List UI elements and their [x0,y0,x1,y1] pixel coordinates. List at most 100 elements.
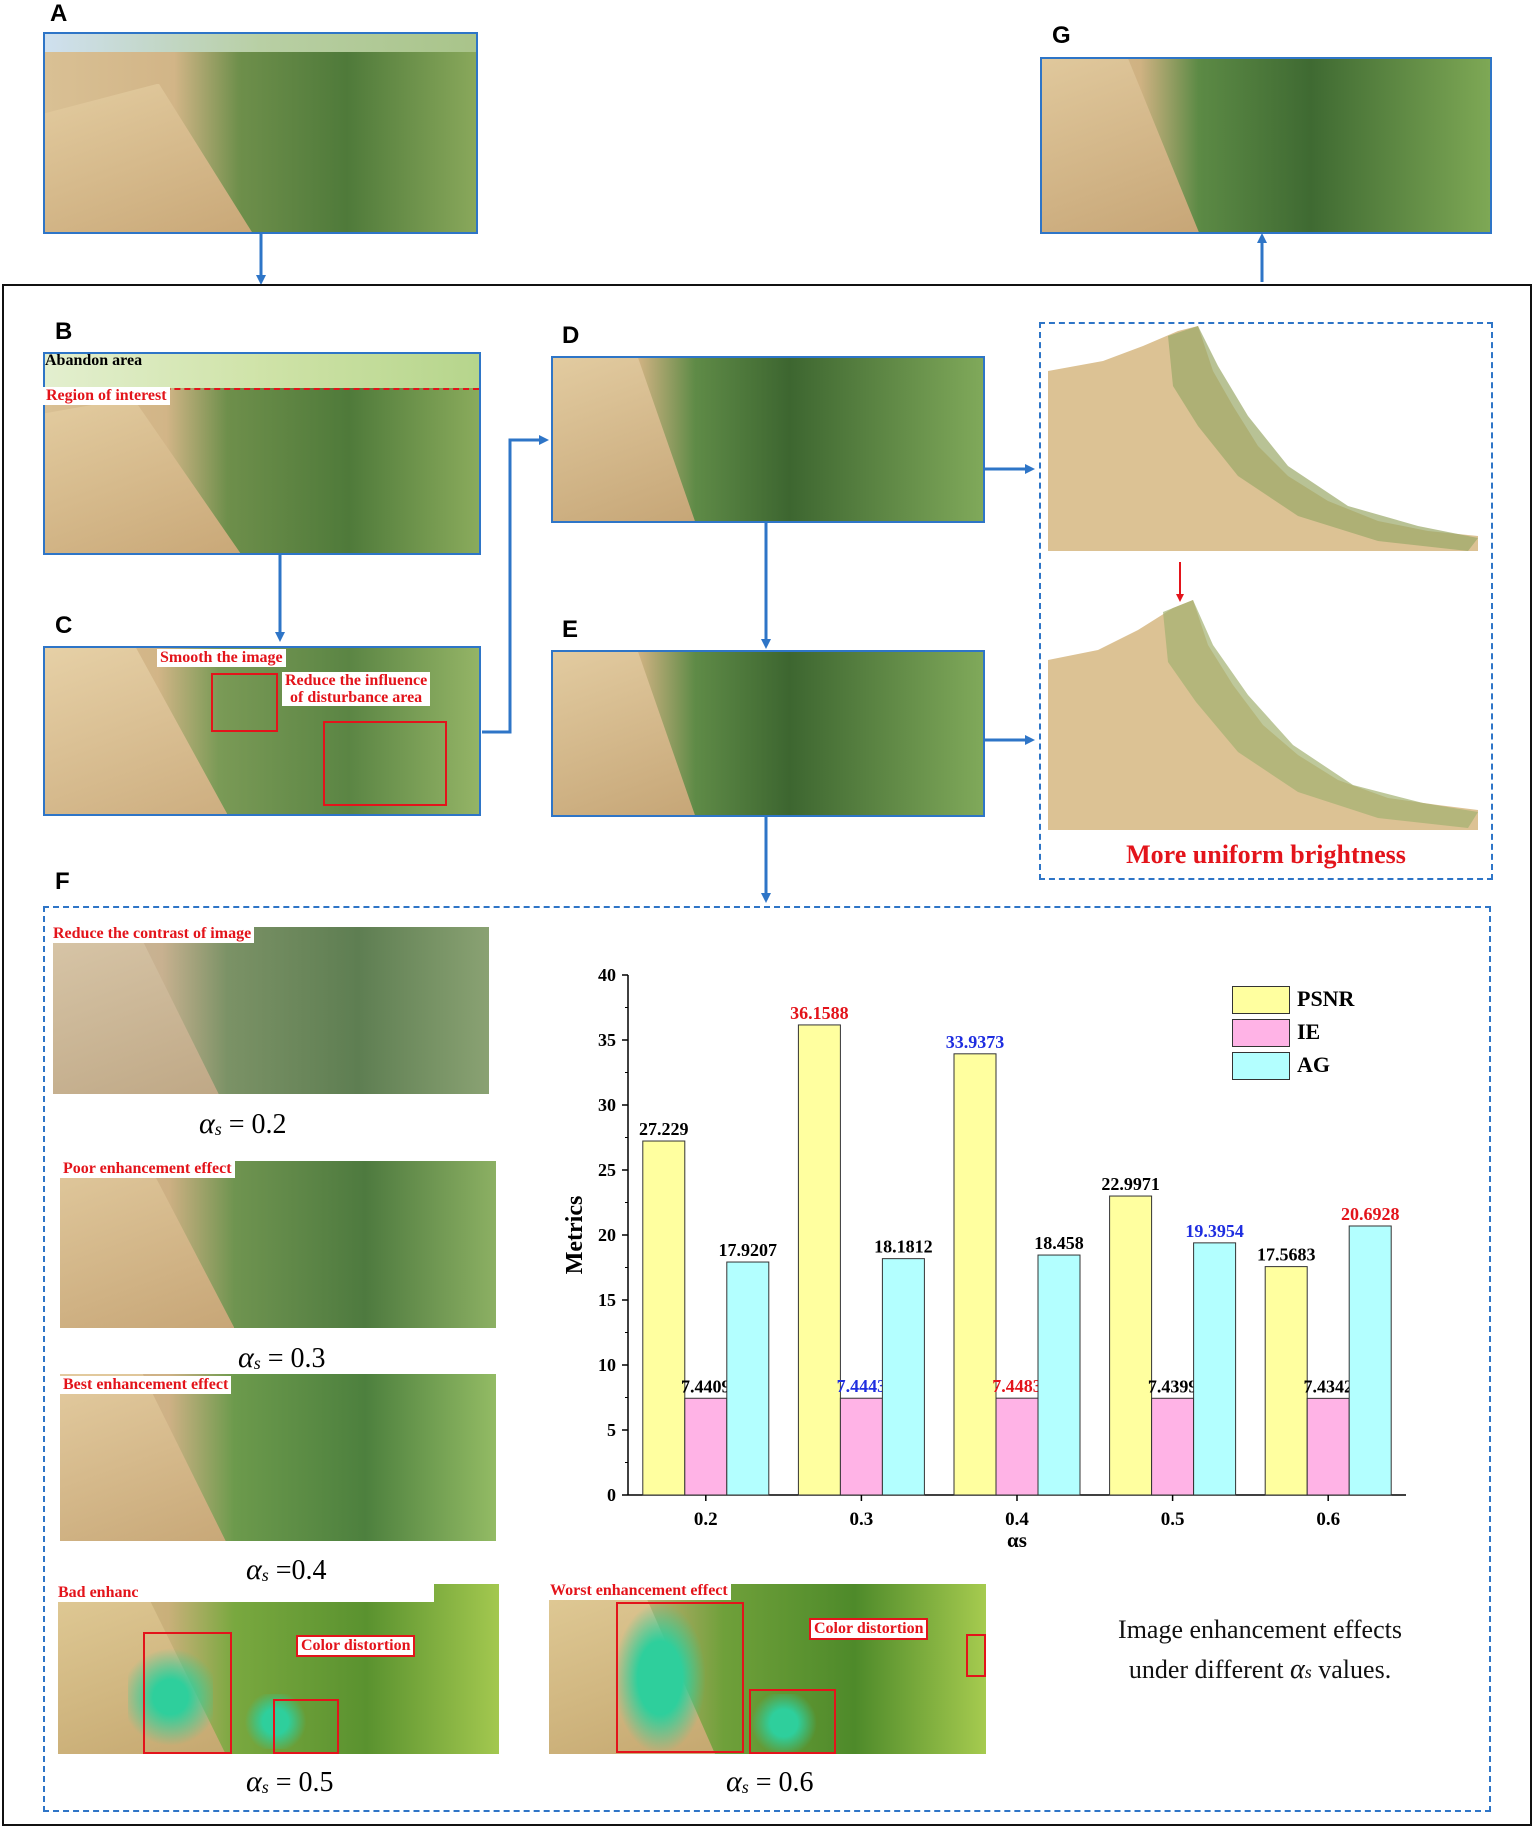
bar-ag [1193,1242,1237,1496]
alpha-symbol: α [199,1107,215,1140]
x-axis-title: αs [1007,1528,1027,1552]
alpha-sub: s [214,1119,222,1139]
caption-line2: under different αs values. [1060,1650,1460,1692]
distortion-patch [243,1694,308,1749]
y-tick-label: 30 [598,1095,616,1115]
panel-letter-g: G [1052,22,1071,49]
caption-post: values. [1318,1655,1392,1684]
distortion-label-0.6: Color distortion [809,1618,929,1640]
alpha-symbol: α [726,1765,742,1798]
photo-original [43,32,478,234]
y-tick-label: 5 [607,1420,616,1440]
label-alpha-0.2: Reduce the contrast of image [50,925,255,943]
photo-enhanced-output [1040,57,1492,234]
alpha-caption-0.3: αs = 0.3 [238,1341,326,1375]
smooth-label: Smooth the image [157,649,286,667]
alpha-symbol: α [238,1341,254,1374]
distortion-box [966,1634,986,1677]
bar-ie [684,1397,728,1496]
data-label-ie: 7.4443 [837,1376,887,1396]
alpha-value: = 0.3 [267,1343,326,1374]
caption-pre: under different [1128,1655,1284,1684]
bar-ie [1306,1397,1350,1496]
distortion-box [749,1689,836,1754]
alpha-sub: s [261,1777,269,1797]
legend-swatch-ie [1232,1019,1290,1047]
photo-alpha-0.3 [60,1161,496,1328]
legend-swatch-psnr [1232,986,1290,1014]
photo-roi [43,352,481,555]
distortion-patch [749,1694,819,1752]
alpha-value: = 0.2 [228,1109,287,1140]
panel-letter-f: F [55,868,70,895]
bar-psnr [1109,1195,1153,1496]
arrow-c-to-d [482,435,549,734]
alpha-caption-0.2: αs = 0.2 [199,1107,287,1141]
bar-psnr [953,1053,997,1496]
label-alpha-0.6: Worst enhancement effect [547,1582,731,1600]
y-tick-label: 0 [607,1485,616,1505]
bar-ie [1151,1397,1195,1496]
data-label-psnr: 17.5683 [1257,1245,1316,1265]
alpha-value: = 0.6 [755,1767,814,1798]
bar-psnr [1264,1266,1308,1496]
x-tick-label: 0.6 [1316,1509,1340,1530]
brightness-mask-top [1048,326,1478,551]
disturbance-region-box [323,721,447,806]
roi-boundary-line [45,388,479,390]
x-tick-label: 0.5 [1161,1509,1185,1530]
figure-caption: Image enhancement effects under differen… [1060,1610,1460,1692]
legend-label-psnr: PSNR [1297,986,1355,1011]
alpha-value: = 0.5 [275,1767,334,1798]
caption-line1: Image enhancement effects [1118,1615,1402,1644]
photo-alpha-0.2 [53,927,489,1094]
panel-f-box [43,906,1491,1812]
distortion-box [143,1632,232,1754]
panel-letter-c: C [55,612,73,639]
reduce-label: Reduce the influence of disturbance area [282,672,431,706]
distortion-box [273,1699,339,1754]
x-tick-label: 0.4 [1005,1509,1029,1530]
data-label-ag: 17.9207 [719,1240,778,1260]
y-tick-label: 20 [598,1225,616,1245]
bar-ag [1348,1225,1392,1496]
bar-psnr [642,1140,686,1496]
alpha-symbol: α [246,1553,262,1586]
alpha-caption-0.5: αs = 0.5 [246,1765,334,1799]
photo-alpha-0.4 [60,1374,496,1541]
y-tick-label: 40 [598,965,616,985]
panel-letter-e: E [562,616,579,643]
label-alpha-0.3: Poor enhancement effect [60,1160,235,1178]
y-tick-label: 10 [598,1355,616,1375]
main-process-frame [2,284,1532,1826]
distortion-patch [615,1604,705,1752]
metrics-bar-chart: 0 5 10 15 20 25 30 35 40 27.229 7.4409 17.9207 0.2 36… [562,965,1406,1552]
distortion-patch [128,1642,213,1752]
panel-letter-a: A [50,0,68,27]
data-label-ag: 20.6928 [1341,1204,1400,1224]
x-tick-label: 0.3 [850,1509,874,1530]
label-alpha-0.4: Best enhancement effect [60,1376,232,1394]
alpha-symbol: α [1290,1654,1305,1685]
data-label-ie: 7.4399 [1148,1376,1198,1396]
photo-alpha-0.6 [549,1584,986,1754]
bar-ag [1037,1254,1081,1496]
data-label-ie: 7.4483 [992,1376,1042,1396]
brightness-comparison-box [1039,322,1493,880]
data-label-ie: 7.4409 [681,1376,731,1396]
brightness-mask-bottom [1048,600,1478,830]
y-axis-title: Metrics [562,1196,588,1275]
alpha-sub: s [741,1777,749,1797]
alpha-caption-0.4: αs =0.4 [246,1553,327,1587]
alpha-symbol: α [246,1765,262,1798]
legend-label-ag: AG [1297,1052,1330,1077]
x-tick-label: 0.2 [694,1509,718,1530]
distortion-label-0.5: Color distortion [296,1635,416,1657]
data-label-ag: 19.3954 [1185,1221,1244,1241]
legend-label-ie: IE [1297,1019,1321,1044]
alpha-sub: s [1304,1662,1312,1682]
bar-psnr [797,1024,841,1496]
panel-letter-b: B [55,318,73,345]
bar-ie [839,1397,883,1496]
